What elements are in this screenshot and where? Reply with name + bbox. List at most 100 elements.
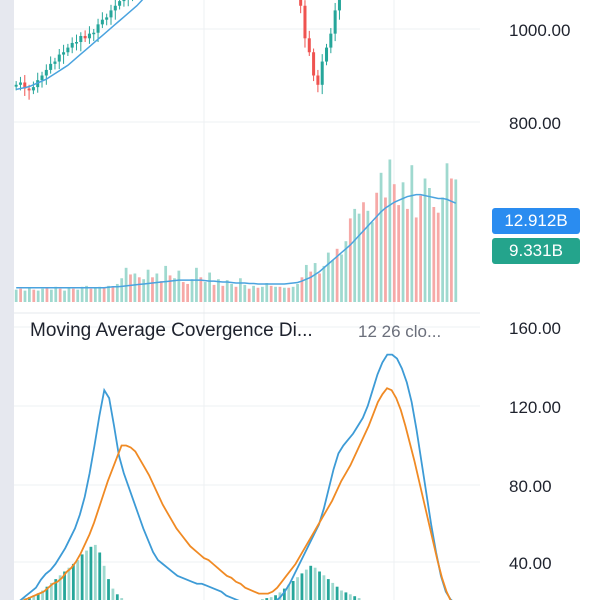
volume-bar	[340, 254, 343, 302]
volume-bar	[406, 208, 409, 302]
volume-bar	[269, 285, 273, 302]
macd-histogram-bar	[274, 595, 277, 600]
macd-histogram-bar	[76, 560, 80, 600]
left-edge-strip	[0, 0, 14, 600]
candle-body	[113, 5, 117, 11]
volume-bar	[80, 286, 84, 302]
volume-bar	[313, 263, 317, 302]
volume-bar	[102, 287, 106, 302]
candle-body	[307, 38, 311, 53]
volume-bar	[300, 277, 304, 302]
volume-bar	[331, 260, 335, 302]
volume-bar	[142, 279, 146, 302]
volume-bar	[146, 269, 150, 302]
volume-bar	[362, 202, 365, 302]
candle-body	[109, 10, 113, 18]
volume-bar	[208, 272, 212, 302]
volume-ma-line	[16, 193, 457, 289]
macd-histogram-bar	[41, 590, 44, 600]
volume-bar	[186, 283, 190, 302]
volume-bar	[159, 281, 163, 302]
volume-bar	[260, 286, 264, 302]
macd-histogram-bar	[89, 546, 93, 600]
macd-histogram-bar	[309, 565, 313, 600]
price-ma-line	[15, 0, 144, 91]
macd-histogram-bar	[115, 594, 119, 600]
volume-bar	[217, 279, 220, 302]
volume-bar	[287, 287, 291, 302]
volume-bar	[32, 289, 36, 302]
macd-histogram-bar	[304, 569, 308, 600]
volume-bar	[348, 218, 352, 302]
macd-histogram-bar	[331, 582, 335, 600]
grid	[14, 0, 480, 600]
volume-bar	[85, 285, 88, 302]
volume-bar	[366, 210, 370, 302]
candle-body	[122, 0, 126, 2]
macd-histogram-bar	[300, 573, 304, 600]
volume-bar	[370, 222, 374, 302]
candle-body	[105, 17, 109, 20]
candle-body	[96, 24, 100, 33]
price-tick-800: 800.00	[509, 114, 561, 133]
volume-value-badge: 12.912B	[492, 208, 580, 234]
macd-indicator-params[interactable]: 12 26 clo...	[358, 322, 442, 341]
volume-bar	[357, 213, 361, 302]
volume-bar	[23, 290, 27, 302]
macd-axis[interactable]: 160.00 120.00 80.00 40.00	[509, 319, 561, 573]
candle-body	[44, 69, 48, 76]
volume-bar	[115, 283, 119, 302]
volume-bar	[309, 271, 313, 302]
volume-bar	[384, 197, 387, 302]
volume-bar	[445, 163, 449, 302]
candle-body	[23, 82, 27, 89]
macd-tick-120: 120.00	[509, 398, 561, 417]
volume-bar	[76, 289, 80, 302]
volume-bar	[256, 287, 260, 302]
macd-histogram-bar	[322, 575, 326, 600]
macd-histogram-bar	[85, 550, 88, 600]
macd-histogram-bar	[98, 552, 102, 600]
volume-bar	[291, 286, 295, 302]
volume-bar	[450, 178, 453, 302]
candle-body	[329, 33, 333, 48]
volume-bar	[36, 290, 40, 302]
volume-bar	[428, 188, 431, 302]
candle-body	[57, 54, 61, 62]
volume-bar	[322, 265, 326, 302]
volume-bar	[71, 288, 75, 302]
macd-tick-160: 160.00	[509, 319, 561, 338]
volume-bar	[296, 283, 299, 302]
volume-bar	[344, 241, 348, 302]
volume-bar	[173, 278, 176, 302]
macd-histogram-bar	[32, 595, 36, 600]
volume-bar	[401, 182, 405, 302]
volume-bar	[133, 273, 137, 302]
macd-histogram-bar	[111, 588, 115, 600]
price-moving-average	[15, 0, 144, 91]
volume-bar	[129, 274, 132, 302]
volume-bar	[318, 273, 321, 302]
macd-histogram-bar	[291, 581, 295, 600]
volume-bar	[454, 179, 458, 302]
candle-body	[53, 61, 57, 64]
volume-bar	[93, 287, 97, 302]
candle-body	[316, 75, 320, 85]
volume-bar	[397, 205, 401, 302]
macd-indicator-title[interactable]: Moving Average Covergence Di...	[30, 320, 313, 341]
volume-bar	[98, 286, 102, 302]
volume-bar	[274, 286, 277, 302]
price-axis[interactable]: 1000.00 800.00	[509, 21, 570, 133]
volume-bar	[414, 217, 418, 302]
volume-bar	[243, 284, 247, 302]
volume-moving-average	[16, 193, 457, 289]
macd-histogram-bar	[107, 579, 110, 600]
volume-bar	[335, 248, 339, 302]
macd-histogram-bar	[49, 582, 53, 600]
volume-bar	[111, 286, 115, 302]
candlesticks	[14, 0, 341, 100]
candle-body	[79, 35, 83, 43]
macd-histogram-bar	[71, 563, 75, 600]
volume-bar	[63, 290, 66, 302]
